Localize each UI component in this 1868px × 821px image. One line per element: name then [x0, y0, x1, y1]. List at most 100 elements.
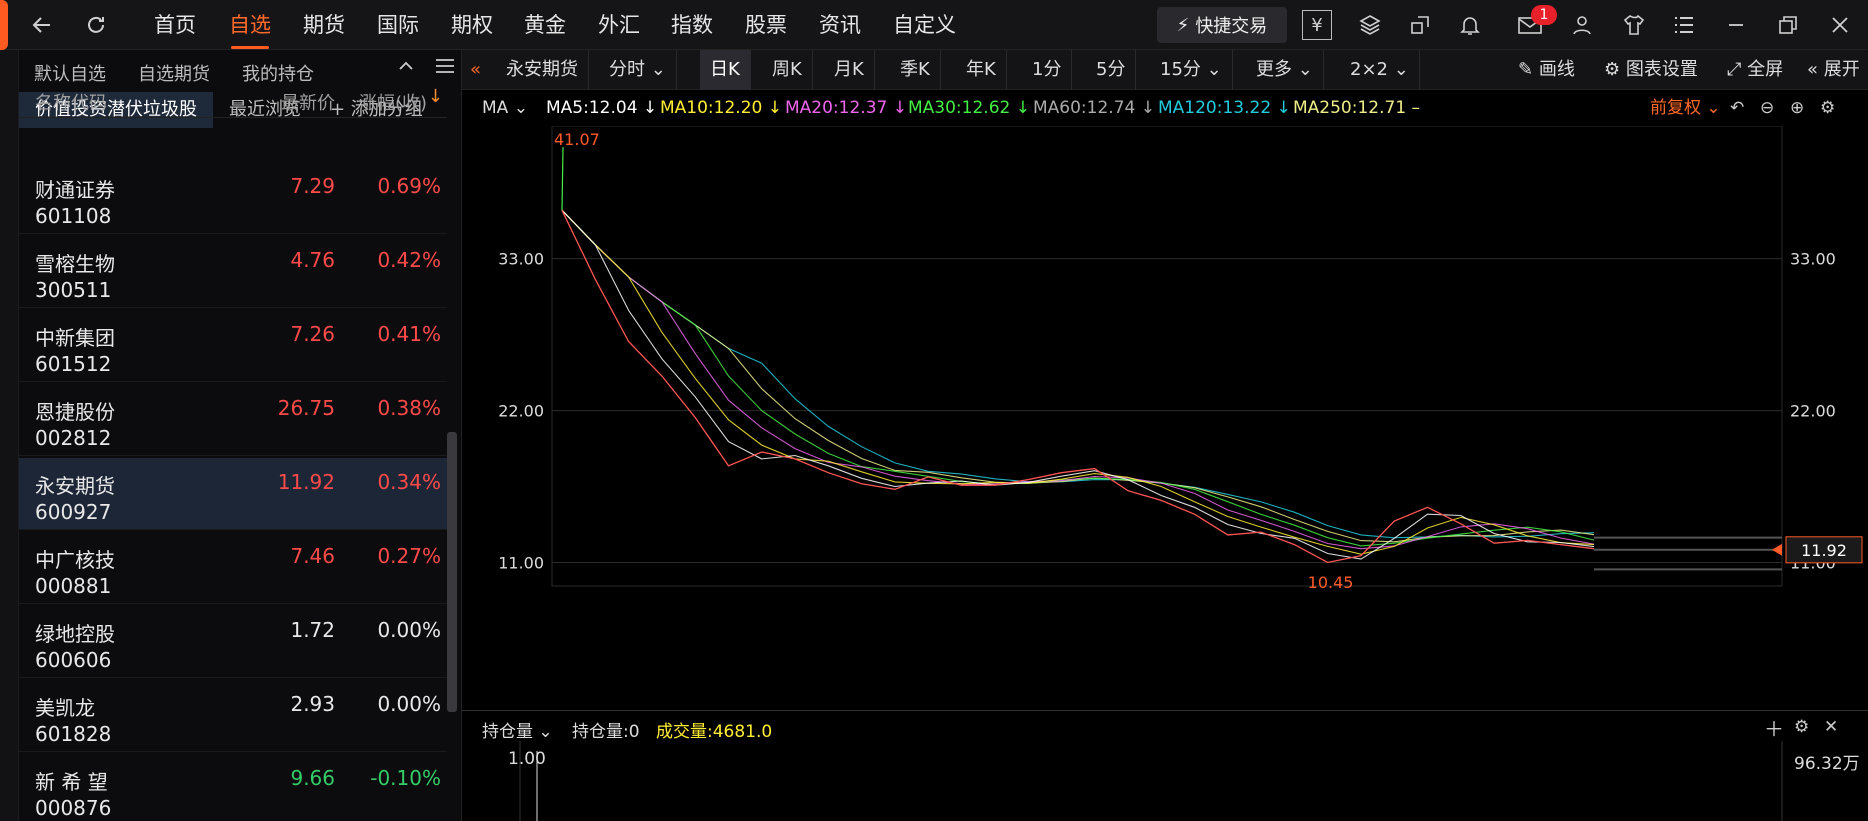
user-icon[interactable]: [1566, 9, 1598, 41]
period-tab-9[interactable]: 更多 ⌄: [1246, 50, 1324, 90]
watchlist-row[interactable]: 新 希 望 000876 9.66 -0.10%: [19, 754, 447, 821]
shirt-icon[interactable]: [1618, 9, 1650, 41]
nav-item-3[interactable]: 国际: [377, 13, 419, 37]
period-tab-10[interactable]: 2×2 ⌄: [1340, 50, 1420, 90]
ma-line: [561, 209, 1595, 555]
nav-item-10[interactable]: 自定义: [893, 13, 956, 37]
nav-item-0[interactable]: 首页: [154, 13, 196, 37]
indicator-select[interactable]: MA ⌄: [482, 98, 528, 118]
stock-code: 000881: [35, 574, 112, 598]
watchlist-row[interactable]: 绿地控股 600606 1.72 0.00%: [19, 606, 447, 678]
nav-item-4[interactable]: 期权: [451, 13, 493, 37]
expand-button[interactable]: « 展开: [1797, 50, 1868, 90]
watchlist-row[interactable]: 中广核技 000881 7.46 0.27%: [19, 532, 447, 604]
pane-settings-icon[interactable]: ⚙: [1794, 717, 1810, 737]
col-latest-price[interactable]: 最新价: [281, 93, 335, 114]
symbol-tab[interactable]: 永安期货: [496, 50, 589, 90]
group-recent[interactable]: 最近浏览: [229, 99, 301, 120]
stock-change: 0.34%: [377, 470, 441, 494]
add-pane-icon[interactable]: ＋: [1764, 717, 1784, 741]
watchlist-row[interactable]: 中新集团 601512 7.26 0.41%: [19, 310, 447, 382]
watchlist-scrollbar[interactable]: [447, 432, 457, 712]
last-price-box: [1785, 536, 1863, 564]
group-value-investing[interactable]: 价值投资潜伏垃圾股: [19, 92, 213, 128]
collapse-left-icon[interactable]: «: [470, 59, 482, 80]
tab-my-holdings[interactable]: 我的持仓: [242, 64, 314, 85]
col-name-code[interactable]: 名称代码: [35, 93, 107, 114]
fullscreen-button[interactable]: ⤢ 全屏: [1717, 50, 1793, 90]
watchlist-row[interactable]: 财通证券 601108 7.29 0.69%: [19, 162, 447, 234]
tab-futures-watchlist[interactable]: 自选期货: [138, 64, 210, 85]
ma-value: MA5:12.04: [546, 98, 638, 118]
y-tick-right: 33.00: [1790, 250, 1836, 269]
watchlist-row[interactable]: 永安期货 600927 11.92 0.34%: [19, 458, 447, 530]
stock-change: 0.00%: [377, 692, 441, 716]
nav-item-2[interactable]: 期货: [303, 13, 345, 37]
zoom-in-icon[interactable]: ⊕: [1790, 98, 1805, 118]
chevron-down-icon: ⌄: [1388, 59, 1409, 80]
period-tab-3[interactable]: 月K: [824, 50, 875, 90]
stock-change: -0.10%: [370, 766, 441, 790]
period-tab-label: 2×2: [1350, 59, 1388, 80]
quick-trade-button[interactable]: ⚡ 快捷交易: [1157, 7, 1287, 43]
tab-default-watchlist[interactable]: 默认自选: [34, 64, 106, 85]
yuan-icon[interactable]: ¥: [1302, 10, 1332, 40]
layers-icon[interactable]: [1354, 9, 1386, 41]
restore-icon[interactable]: [1772, 9, 1804, 41]
stock-name: 恩捷股份: [35, 400, 115, 424]
indicator-settings-icon[interactable]: ⚙: [1820, 98, 1836, 118]
left-side-strip: [0, 50, 19, 821]
bell-icon[interactable]: [1454, 9, 1486, 41]
nav-item-8[interactable]: 股票: [745, 13, 787, 37]
period-tab-7[interactable]: 5分: [1086, 50, 1137, 90]
stock-price: 1.72: [290, 618, 335, 642]
sort-desc-icon[interactable]: ↓: [427, 86, 443, 107]
undo-icon[interactable]: ↶: [1730, 98, 1745, 118]
add-group-button[interactable]: + 添加分组: [330, 99, 423, 120]
period-tab-2[interactable]: 周K: [762, 50, 813, 90]
high-spike: [561, 147, 564, 211]
watchlist-row[interactable]: 美凯龙 601828 2.93 0.00%: [19, 680, 447, 752]
nav-item-9[interactable]: 资讯: [819, 13, 861, 37]
refresh-icon[interactable]: [80, 9, 112, 41]
watchlist-row[interactable]: 恩捷股份 002812 26.75 0.38%: [19, 384, 447, 456]
period-tab-label: 更多: [1256, 59, 1292, 80]
window-switch-icon[interactable]: [1404, 9, 1436, 41]
nav-item-5[interactable]: 黄金: [524, 13, 566, 37]
ma-trend-arrow: ↓: [1015, 98, 1030, 118]
close-icon[interactable]: [1824, 9, 1856, 41]
volume-indicator-select[interactable]: 持仓量 ⌄: [482, 722, 553, 742]
menu-list-icon[interactable]: [1668, 9, 1700, 41]
period-tab-label: 月K: [834, 59, 864, 80]
hamburger-menu-icon[interactable]: [434, 56, 456, 80]
volume-indicator-label: 持仓量: [482, 722, 533, 742]
kline-chart[interactable]: 33.0033.0022.0022.0011.0011.0041.0710.45…: [462, 125, 1868, 706]
nav-item-6[interactable]: 外汇: [598, 13, 640, 37]
period-tab-8[interactable]: 15分 ⌄: [1150, 50, 1233, 90]
chart-settings-button[interactable]: ⚙ 图表设置: [1594, 50, 1708, 90]
period-tab-label: 季K: [900, 59, 930, 80]
period-tab-0[interactable]: 分时 ⌄: [599, 50, 677, 90]
price-adjust-select[interactable]: 前复权 ⌄: [1650, 98, 1721, 118]
watchlist-row[interactable]: 雪榕生物 300511 4.76 0.42%: [19, 236, 447, 308]
chart-frame: [551, 125, 1783, 587]
draw-line-button[interactable]: ✎ 画线: [1508, 50, 1585, 90]
col-change[interactable]: 涨幅(收): [358, 93, 427, 114]
minimize-icon[interactable]: [1720, 9, 1752, 41]
ma-line: [561, 209, 1595, 539]
stock-price: 2.93: [290, 692, 335, 716]
high-label: 41.07: [554, 130, 600, 149]
stock-price: 7.26: [290, 322, 335, 346]
stock-price: 11.92: [277, 470, 335, 494]
pencil-icon: ✎: [1518, 59, 1534, 80]
collapse-up-icon[interactable]: [396, 56, 416, 80]
period-tab-4[interactable]: 季K: [890, 50, 941, 90]
close-pane-icon[interactable]: ✕: [1824, 717, 1839, 737]
nav-item-7[interactable]: 指数: [671, 13, 713, 37]
period-tab-6[interactable]: 1分: [1022, 50, 1073, 90]
nav-item-1[interactable]: 自选: [229, 9, 271, 49]
back-icon[interactable]: [26, 9, 58, 41]
period-tab-5[interactable]: 年K: [956, 50, 1007, 90]
zoom-out-icon[interactable]: ⊖: [1760, 98, 1775, 118]
period-tab-1[interactable]: 日K: [700, 50, 751, 90]
